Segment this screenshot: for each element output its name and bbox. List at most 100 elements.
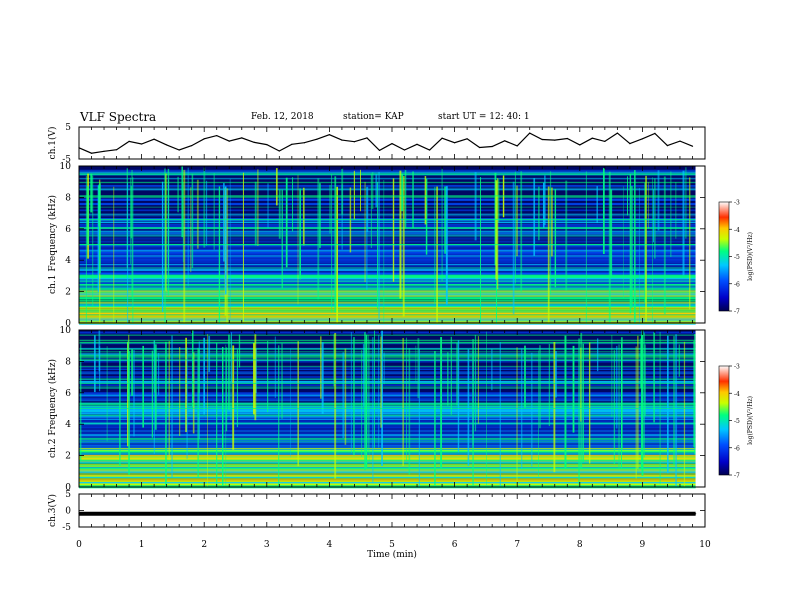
sferic-streak bbox=[167, 168, 170, 296]
sferic-streak bbox=[417, 338, 420, 399]
sferic-streak bbox=[252, 343, 255, 415]
spectral-line bbox=[79, 392, 696, 394]
sferic-streak bbox=[631, 186, 633, 308]
sferic-streak bbox=[440, 337, 443, 468]
sferic-streak bbox=[153, 340, 155, 454]
sferic-streak bbox=[550, 187, 553, 257]
spectral-line bbox=[79, 237, 696, 240]
spectral-line bbox=[79, 440, 696, 442]
sferic-streak bbox=[370, 173, 372, 249]
spectral-line bbox=[79, 264, 696, 266]
spectral-line bbox=[79, 422, 696, 425]
sferic-streak bbox=[499, 342, 501, 487]
spectral-line bbox=[79, 424, 696, 426]
trace-point bbox=[466, 138, 468, 140]
trace-point bbox=[591, 137, 593, 139]
spectral-line bbox=[79, 368, 696, 370]
sferic-streak bbox=[608, 171, 611, 323]
spectral-line bbox=[79, 365, 696, 368]
spectral-line bbox=[79, 359, 696, 362]
sferic-streak bbox=[520, 171, 523, 292]
sferic-streak bbox=[456, 342, 459, 406]
sferic-streak bbox=[641, 334, 643, 469]
sferic-streak bbox=[618, 344, 620, 470]
sferic-streak bbox=[267, 341, 269, 413]
sferic-streak bbox=[128, 351, 130, 475]
ch1-spectrogram-image bbox=[79, 166, 705, 325]
trace-point bbox=[429, 149, 431, 151]
trace-point bbox=[479, 146, 481, 149]
sferic-streak bbox=[412, 171, 414, 229]
trace-point bbox=[328, 134, 330, 136]
sferic-streak bbox=[197, 347, 200, 478]
spectral-line bbox=[79, 303, 696, 306]
sferic-streak bbox=[242, 172, 244, 322]
trace-point bbox=[529, 132, 531, 134]
spectral-line bbox=[79, 474, 696, 477]
spectral-band bbox=[79, 307, 696, 316]
sferic-streak bbox=[371, 172, 374, 209]
sferic-streak bbox=[424, 176, 427, 225]
sferic-streak bbox=[578, 338, 580, 485]
sferic-streak bbox=[218, 186, 221, 323]
colorbar-label: log(PSD)(V²/Hz) bbox=[747, 232, 754, 281]
ch2-spectrogram-image bbox=[79, 330, 705, 489]
y-tick-label: 2 bbox=[65, 452, 71, 462]
sferic-streak bbox=[130, 186, 132, 239]
spectral-line bbox=[79, 468, 696, 470]
sferic-streak bbox=[353, 170, 355, 220]
sferic-streak bbox=[480, 177, 482, 323]
spectral-line bbox=[79, 334, 696, 336]
sferic-streak bbox=[383, 179, 385, 323]
spectral-line bbox=[79, 482, 696, 486]
sferic-streak bbox=[538, 350, 539, 477]
spectral-line bbox=[79, 402, 696, 405]
sferic-streak bbox=[164, 168, 166, 323]
sferic-streak bbox=[207, 334, 208, 487]
spectral-line bbox=[79, 405, 696, 408]
sferic-streak bbox=[447, 352, 449, 406]
chart-title: VLF Spectra bbox=[80, 110, 157, 124]
sferic-streak bbox=[344, 348, 347, 445]
sferic-streak bbox=[380, 336, 382, 428]
sferic-streak bbox=[616, 345, 618, 429]
sferic-streak bbox=[547, 186, 550, 323]
spectral-line bbox=[79, 331, 696, 334]
sferic-streak bbox=[467, 349, 470, 466]
sferic-streak bbox=[336, 186, 338, 323]
sferic-streak bbox=[225, 344, 227, 487]
spectrogram-end-gap bbox=[695, 166, 705, 323]
spectral-line bbox=[79, 316, 696, 319]
spectral-line bbox=[79, 368, 696, 370]
sferic-streak bbox=[216, 342, 218, 487]
spectral-line bbox=[79, 304, 696, 306]
colorbar-tick-label: -3 bbox=[734, 200, 740, 207]
trace-point bbox=[566, 137, 568, 140]
sferic-streak bbox=[516, 185, 518, 257]
sferic-streak bbox=[524, 345, 526, 408]
sferic-streak bbox=[198, 348, 200, 393]
trace-point bbox=[695, 513, 697, 515]
sferic-streak bbox=[620, 337, 623, 450]
spectral-line bbox=[79, 432, 696, 435]
sferic-streak bbox=[181, 166, 183, 238]
sferic-streak bbox=[555, 351, 557, 398]
y-tick-label: 10 bbox=[60, 162, 72, 172]
sferic-streak bbox=[634, 170, 636, 323]
trace-point bbox=[153, 138, 155, 140]
trace-point bbox=[228, 140, 230, 142]
spectral-line bbox=[79, 169, 696, 172]
spectral-line bbox=[79, 280, 696, 283]
spectral-line bbox=[79, 171, 696, 173]
sferic-streak bbox=[425, 178, 428, 255]
sferic-streak bbox=[542, 182, 545, 228]
sferic-streak bbox=[486, 331, 487, 487]
sferic-streak bbox=[334, 332, 337, 479]
trace-point bbox=[266, 144, 268, 146]
sferic-streak bbox=[257, 169, 259, 246]
sferic-streak bbox=[544, 175, 546, 226]
sferic-streak bbox=[580, 347, 582, 422]
sferic-streak bbox=[158, 353, 160, 395]
spectral-line bbox=[79, 255, 696, 257]
sferic-streak bbox=[596, 338, 599, 372]
